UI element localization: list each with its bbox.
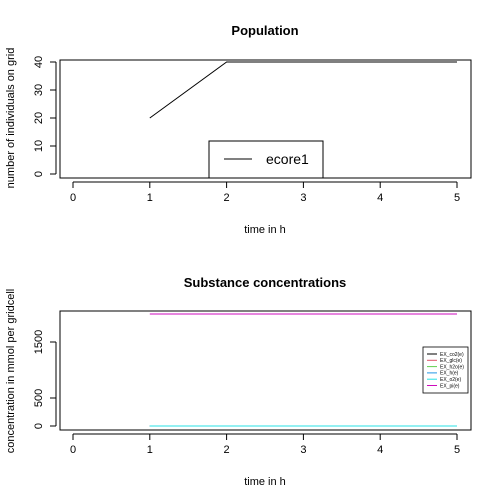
substance-y-axis-label: concentration in mmol per gridcell	[5, 289, 17, 453]
legend-label-ex-o2-e: EX_o2(e)	[440, 377, 461, 383]
substance-title: Substance concentrations	[184, 275, 347, 290]
population-x-tick-label: 4	[377, 192, 383, 204]
population-x-tick-label: 0	[70, 192, 76, 204]
legend-label-ex-glc-e: EX_glc(e)	[440, 358, 462, 364]
population-legend: ecore1	[208, 140, 324, 179]
substance-legend: EX_co2(e)EX_glc(e)EX_h2o(e)EX_h(e)EX_o2(…	[422, 346, 469, 394]
substance-y-tick-label: 1500	[33, 330, 45, 354]
substance-panel: Substance concentrations time in h conce…	[5, 275, 472, 488]
population-x-tick-label: 1	[147, 192, 153, 204]
substance-y-tick-label: 500	[33, 389, 45, 407]
substance-legend-items: EX_co2(e)EX_glc(e)EX_h2o(e)EX_h(e)EX_o2(…	[427, 352, 464, 389]
substance-x-ticks: 0 1 2 3 4 5	[70, 433, 460, 456]
population-x-tick-label: 5	[454, 192, 460, 204]
population-y-ticks: 0 10 20 30 40	[33, 56, 57, 177]
legend-label-ex-pi-e: EX_pi(e)	[440, 383, 460, 389]
substance-x-tick-label: 5	[454, 444, 460, 456]
legend-label-ex-h2o-e: EX_h2o(e)	[440, 364, 464, 370]
population-y-tick-label: 40	[33, 56, 45, 68]
substance-plot-frame	[59, 310, 472, 431]
population-y-tick-label: 20	[33, 112, 45, 124]
substance-x-tick-label: 3	[300, 444, 306, 456]
population-title: Population	[231, 23, 298, 38]
population-y-tick-label: 10	[33, 140, 45, 152]
legend-label-ex-h-e: EX_h(e)	[440, 371, 459, 377]
legend-label-ecore1: ecore1	[266, 151, 309, 167]
substance-x-tick-label: 4	[377, 444, 383, 456]
population-series	[149, 61, 457, 119]
population-panel: Population time in h number of individua…	[5, 23, 472, 236]
substance-series	[149, 313, 457, 427]
substance-y-tick-label: 0	[33, 423, 45, 429]
substance-x-tick-label: 2	[224, 444, 230, 456]
substance-x-tick-label: 1	[147, 444, 153, 456]
population-series-line-ecore1	[149, 61, 457, 119]
population-x-tick-label: 2	[224, 192, 230, 204]
substance-x-axis-label: time in h	[244, 476, 286, 488]
population-y-axis-label: number of individuals on grid	[5, 48, 17, 189]
population-x-axis-label: time in h	[244, 224, 286, 236]
population-x-tick-label: 3	[300, 192, 306, 204]
population-y-tick-label: 0	[33, 171, 45, 177]
population-x-ticks: 0 1 2 3 4 5	[70, 181, 460, 204]
population-y-tick-label: 30	[33, 84, 45, 96]
legend-label-ex-co2-e: EX_co2(e)	[440, 352, 464, 358]
substance-x-tick-label: 0	[70, 444, 76, 456]
substance-y-ticks: 0 500 1500	[33, 330, 57, 429]
